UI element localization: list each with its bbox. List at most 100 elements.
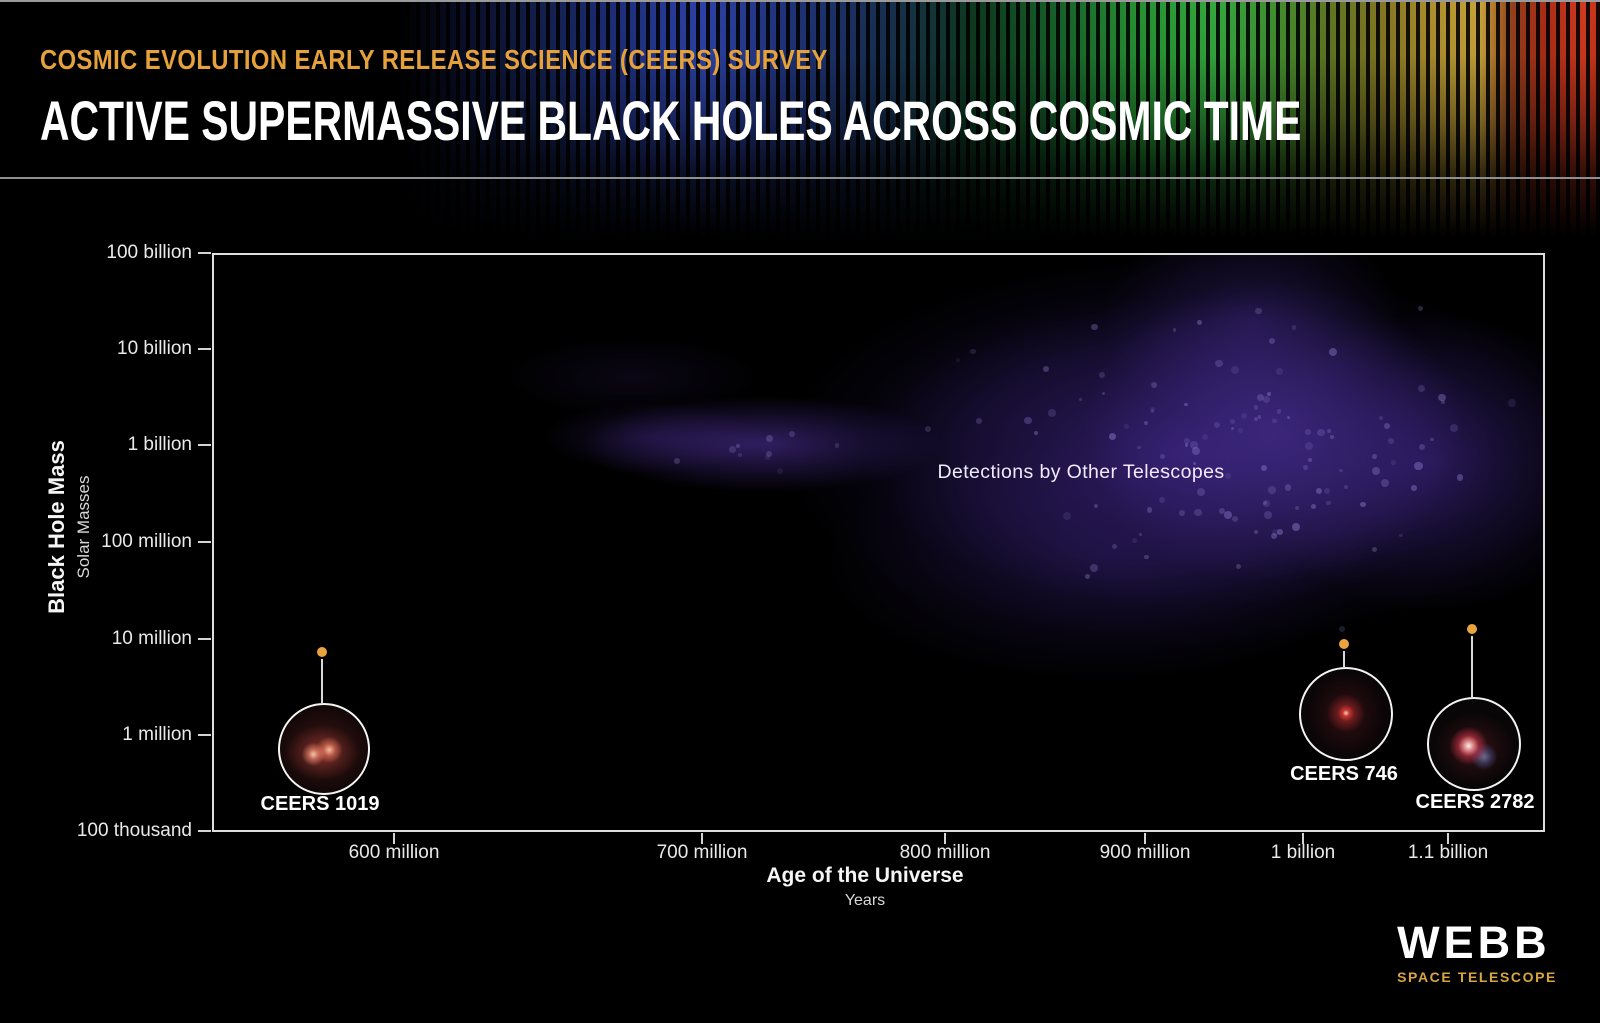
data-point-marker-ceers-1019 bbox=[317, 647, 327, 657]
data-point-marker-ceers-746 bbox=[1339, 639, 1349, 649]
galaxy-image-ceers-1019 bbox=[278, 703, 370, 795]
detection-speck bbox=[1440, 400, 1446, 405]
detection-speck bbox=[1194, 508, 1202, 517]
detection-speck bbox=[1101, 392, 1105, 396]
detection-speck bbox=[924, 426, 931, 433]
y-tick bbox=[198, 348, 211, 350]
detection-speck bbox=[1240, 413, 1247, 419]
y-tick-label: 100 thousand bbox=[76, 820, 192, 841]
detection-speck bbox=[1099, 371, 1106, 378]
x-tick bbox=[1302, 833, 1304, 844]
y-tick-label: 1 million bbox=[122, 724, 192, 745]
detection-speck bbox=[1276, 409, 1282, 414]
detection-speck bbox=[1144, 554, 1149, 560]
detection-speck bbox=[1160, 453, 1166, 459]
detection-speck bbox=[1183, 438, 1190, 445]
detection-speck bbox=[1184, 443, 1188, 447]
detection-speck bbox=[1383, 423, 1390, 430]
x-tick-label: 600 million bbox=[348, 842, 440, 863]
detection-speck bbox=[1307, 458, 1312, 463]
x-tick-label: 800 million bbox=[899, 842, 991, 863]
detection-speck bbox=[1271, 528, 1279, 536]
detection-speck bbox=[1399, 533, 1404, 538]
detection-speck bbox=[1287, 415, 1291, 419]
webb-tagline: SPACE TELESCOPE bbox=[1397, 969, 1557, 985]
detection-speck bbox=[765, 450, 773, 458]
survey-eyebrow: COSMIC EVOLUTION EARLY RELEASE SCIENCE (… bbox=[40, 44, 828, 75]
region-label: Detections by Other Telescopes bbox=[937, 461, 1225, 483]
detection-speck bbox=[1380, 478, 1389, 487]
galaxy-label-ceers-1019: CEERS 1019 bbox=[260, 793, 380, 815]
detection-speck bbox=[1146, 507, 1153, 513]
detection-speck bbox=[955, 358, 960, 363]
x-tick bbox=[393, 833, 395, 844]
x-tick bbox=[701, 833, 703, 844]
detection-speck bbox=[1284, 484, 1292, 492]
detection-speck bbox=[1172, 328, 1177, 332]
x-tick-label: 900 million bbox=[1099, 842, 1191, 863]
detection-speck bbox=[1230, 418, 1236, 424]
detection-speck bbox=[1507, 398, 1517, 408]
detection-speck bbox=[1158, 496, 1165, 503]
galaxy-image-ceers-2782 bbox=[1427, 697, 1521, 791]
detection-speck bbox=[1257, 415, 1261, 419]
detection-speck bbox=[1254, 529, 1258, 534]
detection-speck bbox=[1304, 441, 1313, 450]
detection-speck bbox=[1094, 503, 1099, 508]
page-title: ACTIVE SUPERMASSIVE BLACK HOLES ACROSS C… bbox=[40, 89, 1302, 152]
y-tick bbox=[198, 734, 211, 736]
webb-logo: WEBB SPACE TELESCOPE bbox=[1397, 920, 1557, 985]
detection-speck bbox=[1372, 454, 1378, 459]
detection-speck bbox=[729, 445, 737, 453]
y-tick-label: 100 million bbox=[101, 531, 192, 552]
detection-speck bbox=[1270, 532, 1277, 539]
x-tick-label: 700 million bbox=[656, 842, 748, 863]
galaxy-image-ceers-746 bbox=[1299, 667, 1393, 761]
detection-speck bbox=[1329, 434, 1335, 440]
detection-speck bbox=[1084, 573, 1091, 580]
detection-speck bbox=[1191, 447, 1200, 455]
detection-speck bbox=[1325, 500, 1331, 506]
detection-speck bbox=[1137, 445, 1141, 450]
y-tick-label: 10 million bbox=[111, 628, 192, 649]
detection-speck bbox=[1236, 563, 1242, 570]
detection-speck bbox=[1079, 398, 1083, 402]
detection-speck bbox=[1144, 420, 1149, 425]
spectrum-banner bbox=[0, 0, 1600, 248]
detection-speck bbox=[1343, 484, 1348, 489]
detection-speck bbox=[1184, 402, 1188, 407]
detection-speck bbox=[1231, 366, 1239, 374]
detection-speck bbox=[1253, 405, 1259, 410]
detection-speck bbox=[1390, 460, 1396, 465]
detection-speck bbox=[1123, 423, 1129, 429]
detection-speck bbox=[834, 443, 840, 448]
detection-speck bbox=[1378, 416, 1384, 421]
y-tick bbox=[198, 541, 211, 543]
detection-speck bbox=[970, 348, 976, 355]
y-tick bbox=[198, 444, 211, 446]
plot-area: Detections by Other Telescopes CEERS 101… bbox=[212, 253, 1545, 832]
detection-speck bbox=[1151, 382, 1157, 389]
detection-speck bbox=[1256, 393, 1265, 402]
detection-speck bbox=[1232, 516, 1239, 523]
detection-speck bbox=[1294, 505, 1299, 510]
detection-speck bbox=[1315, 487, 1323, 494]
detection-speck bbox=[1033, 431, 1038, 436]
leader-line-ceers-1019 bbox=[321, 659, 323, 703]
webb-wordmark: WEBB bbox=[1397, 917, 1551, 968]
detection-speck bbox=[1192, 461, 1197, 466]
detection-speck bbox=[1150, 407, 1155, 413]
y-tick bbox=[198, 252, 211, 254]
x-tick bbox=[1144, 833, 1146, 844]
galaxy-label-ceers-2782: CEERS 2782 bbox=[1415, 791, 1535, 813]
detection-speck bbox=[1456, 474, 1464, 481]
detection-speck bbox=[1214, 421, 1221, 428]
detection-speck bbox=[1139, 533, 1143, 537]
detection-speck bbox=[1302, 464, 1309, 471]
detection-speck bbox=[1263, 395, 1271, 403]
x-tick-label: 1 billion bbox=[1270, 842, 1336, 863]
detection-speck bbox=[738, 453, 743, 458]
detection-speck bbox=[1224, 473, 1232, 480]
detection-speck bbox=[1196, 488, 1205, 497]
